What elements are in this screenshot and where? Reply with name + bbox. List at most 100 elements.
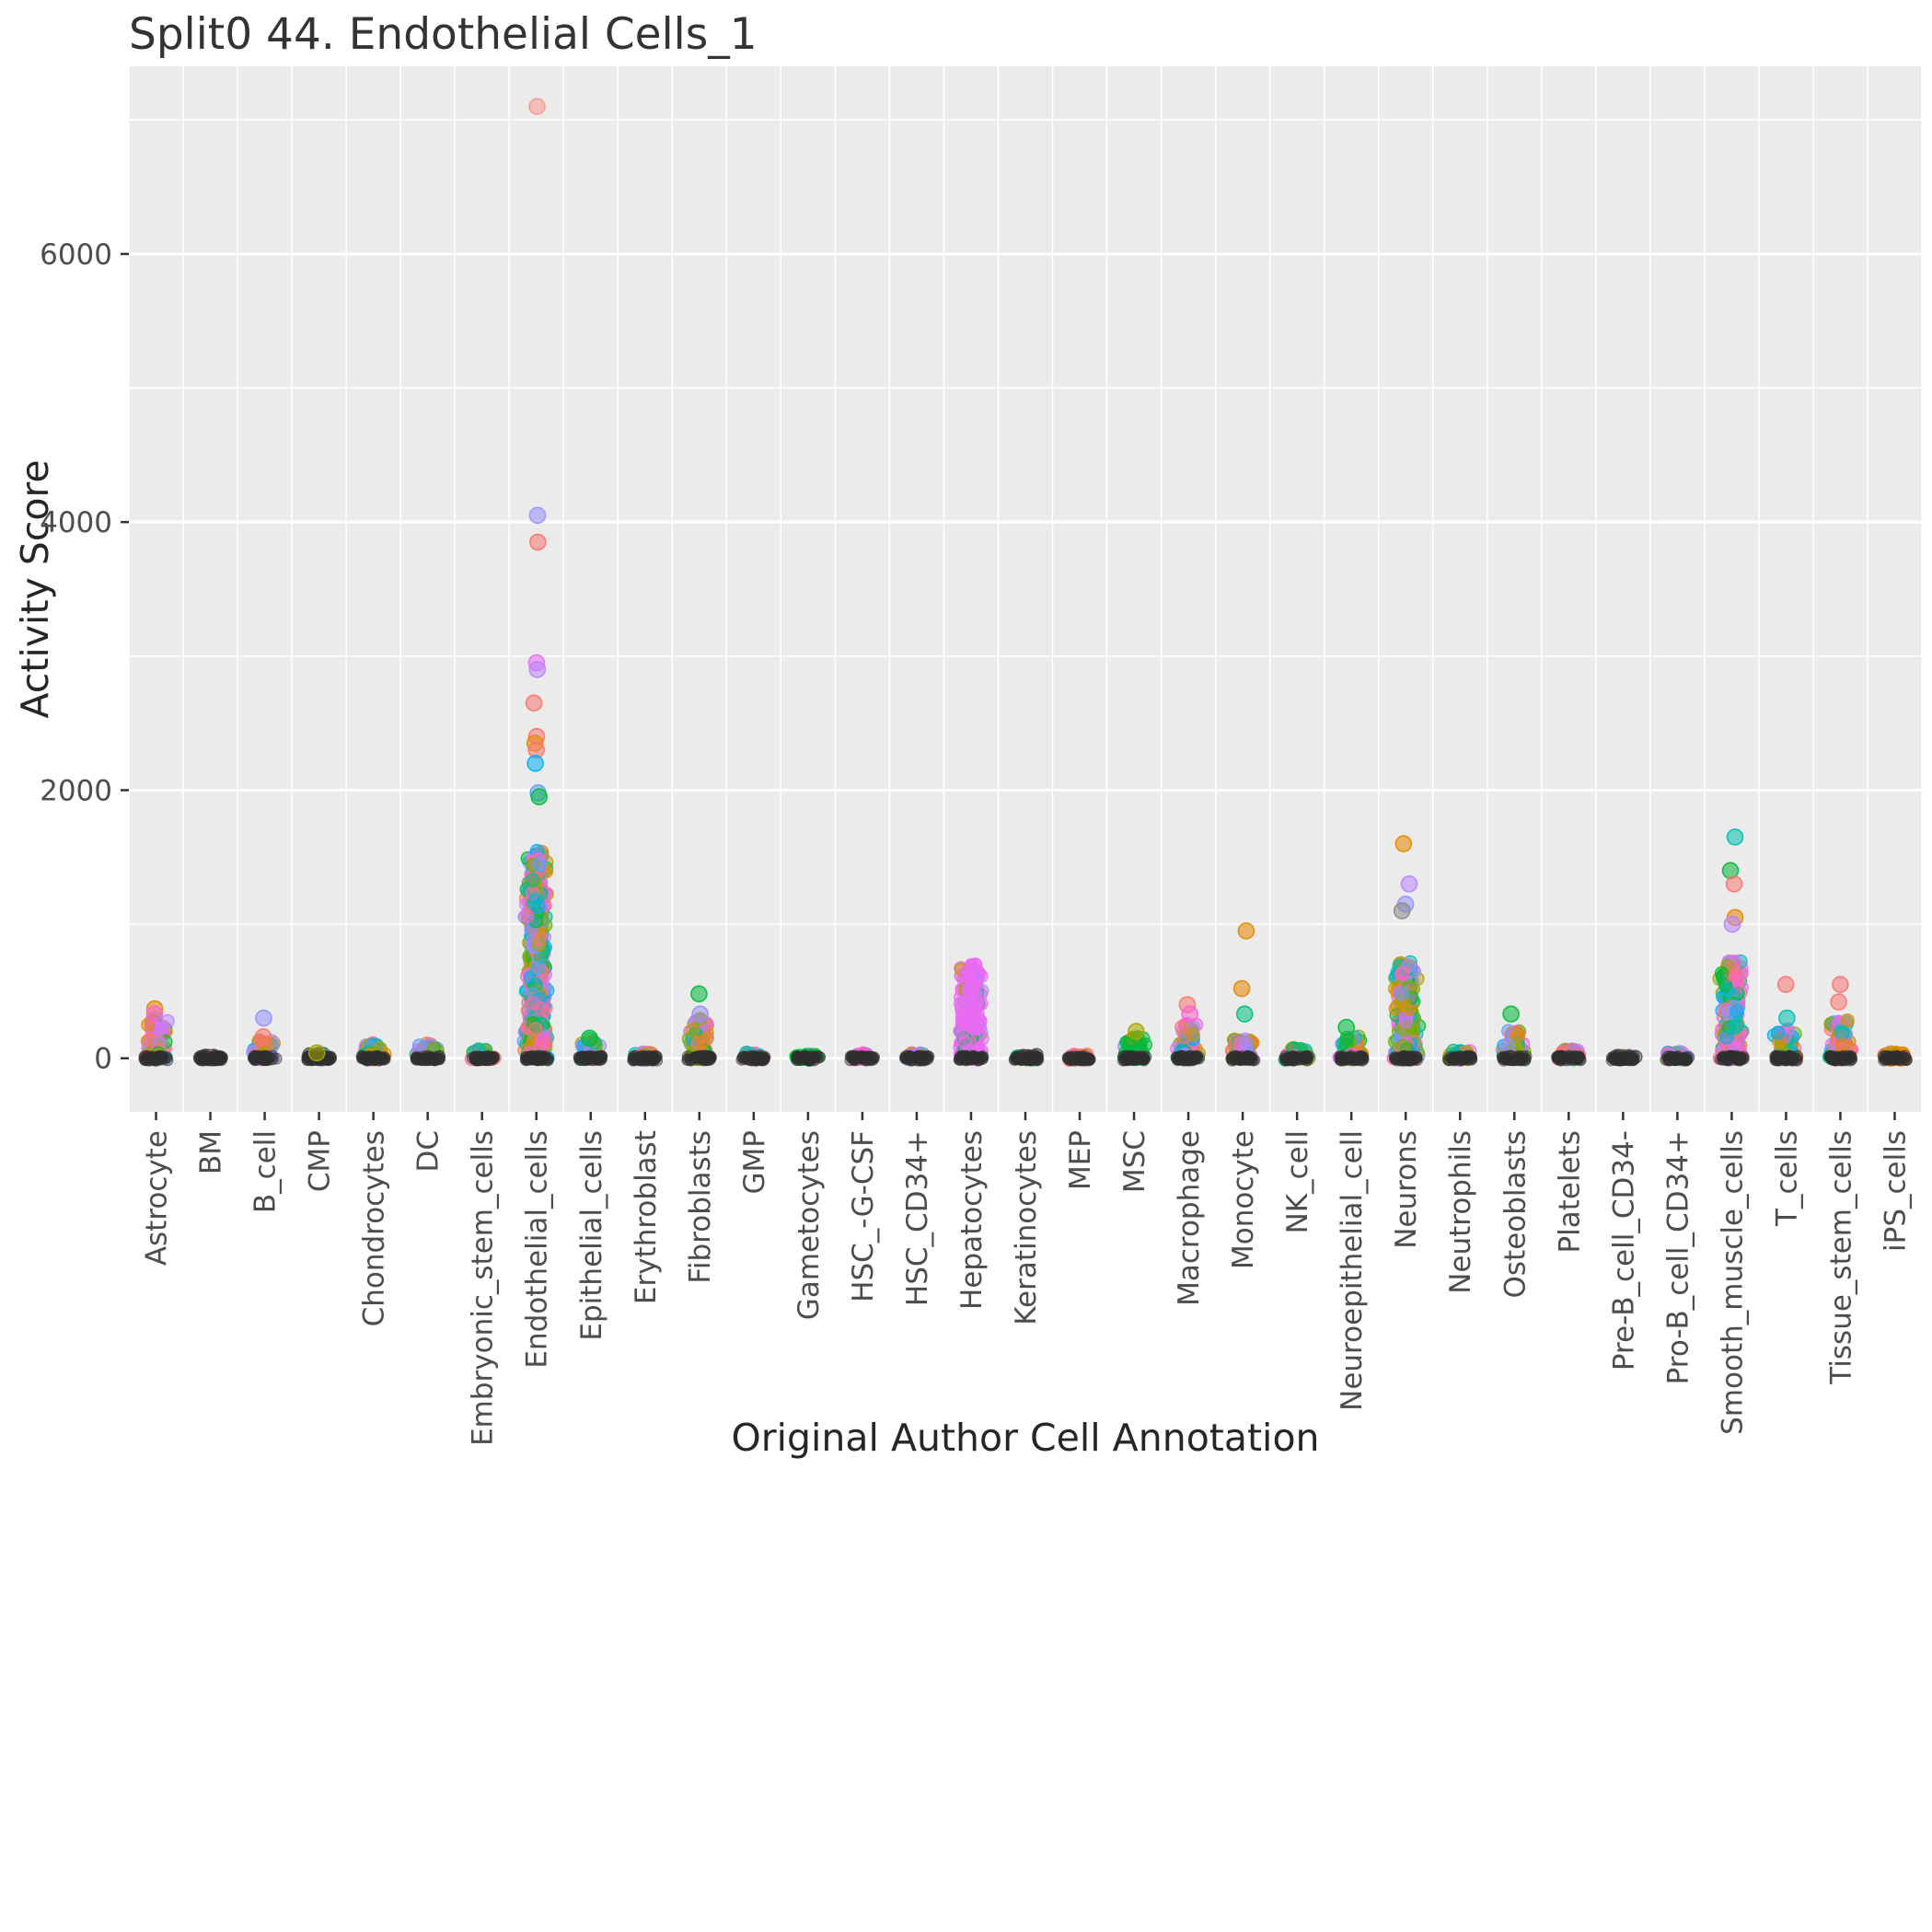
data-point-zero [1027, 1052, 1040, 1065]
data-point-outlier [691, 1005, 710, 1023]
data-point-zero [1625, 1052, 1637, 1065]
data-point-zero [1519, 1054, 1532, 1067]
data-point-outlier [528, 533, 547, 551]
gridlines-minor [129, 119, 1922, 925]
data-point-outlier [690, 985, 708, 1003]
data-point-outlier [528, 506, 547, 525]
strip-points [355, 1035, 392, 1067]
data-point [530, 960, 546, 976]
data-point-zero [1082, 1053, 1095, 1066]
data-point-zero [695, 1050, 708, 1063]
data-point-zero [1279, 1054, 1292, 1067]
data-point-outlier [1393, 902, 1411, 920]
x-axis-label: Original Author Cell Annotation [731, 1416, 1320, 1460]
data-point-zero [151, 1052, 164, 1065]
data-point-zero [1389, 1052, 1402, 1065]
data-point-zero [1011, 1050, 1024, 1063]
strip-points [246, 1009, 283, 1067]
data-point [528, 892, 543, 908]
data-point-outlier [526, 754, 544, 772]
data-point-zero [1608, 1053, 1621, 1066]
strip-points [789, 1047, 827, 1067]
strip-points [1061, 1047, 1096, 1068]
data-point-zero [1177, 1054, 1190, 1067]
data-point [528, 1022, 543, 1036]
data-point [1398, 1014, 1414, 1029]
data-point-outlier [255, 1009, 272, 1027]
gridlines-x [128, 66, 1923, 1112]
data-point-zero [411, 1051, 423, 1064]
data-point-outlier [1337, 1018, 1355, 1036]
data-point-zero [629, 1052, 641, 1065]
data-point-outlier [1235, 1005, 1254, 1023]
data-point-zero [525, 1051, 538, 1063]
data-point-zero [1410, 1051, 1423, 1063]
data-point-zero [1400, 1050, 1413, 1063]
data-point [526, 873, 540, 887]
data-point-zero [955, 1050, 968, 1063]
y-tick-label: 2000 [40, 774, 112, 807]
data-point-zero [373, 1051, 386, 1064]
strip-points [138, 1000, 175, 1067]
data-point-zero [791, 1050, 804, 1063]
data-point-zero [1236, 1053, 1249, 1065]
plot-panel [129, 66, 1922, 1112]
chart-title: Split0 44. Endothelial Cells_1 [129, 9, 758, 60]
data-point-outlier [145, 1005, 164, 1023]
data-point-zero [898, 1052, 911, 1065]
data-point-outlier [530, 788, 549, 806]
data-point-zero [1553, 1051, 1566, 1063]
strip-points [953, 957, 989, 1067]
data-point-zero [433, 1053, 445, 1066]
data-point [153, 1021, 168, 1036]
data-point [533, 1001, 549, 1016]
data-point-zero [209, 1051, 222, 1064]
data-point [532, 857, 547, 872]
data-point-outlier [528, 661, 547, 678]
strip-points [1605, 1048, 1643, 1067]
strip-points [1441, 1043, 1478, 1068]
strip-points [301, 1044, 337, 1067]
data-point-zero [594, 1054, 606, 1067]
data-point-zero [1062, 1052, 1075, 1064]
points-layer [138, 98, 1913, 1068]
data-point [1395, 966, 1410, 980]
data-point-outlier [1400, 875, 1418, 893]
data-point-outlier [1394, 835, 1413, 853]
data-point-zero [575, 1053, 588, 1065]
data-point-zero [755, 1052, 768, 1065]
y-tick-label: 4000 [40, 506, 112, 539]
data-point-zero [1500, 1052, 1513, 1065]
data-point [411, 1038, 427, 1053]
data-point [535, 1033, 550, 1048]
data-point [960, 1004, 975, 1020]
data-point-outlier [1237, 922, 1255, 940]
data-point [1500, 1037, 1516, 1053]
data-point-zero [322, 1054, 334, 1067]
data-point-zero [1225, 1051, 1238, 1064]
data-point [519, 908, 534, 923]
strip-points [409, 1036, 446, 1067]
data-point-outlier [528, 98, 546, 115]
data-point-outlier [307, 1044, 326, 1062]
data-point-zero [1340, 1052, 1353, 1065]
data-point-zero [1135, 1052, 1147, 1065]
strip-points [1008, 1047, 1045, 1067]
data-point [685, 1023, 700, 1038]
data-point [1510, 1026, 1526, 1042]
data-point-zero [260, 1052, 273, 1065]
data-point-zero [421, 1053, 434, 1066]
data-point-outlier [525, 694, 543, 712]
data-point [961, 968, 977, 983]
data-point-zero [1293, 1052, 1306, 1065]
data-point [967, 1020, 982, 1035]
data-point [695, 1034, 711, 1049]
data-point-zero [851, 1051, 864, 1064]
data-point-zero [1453, 1050, 1466, 1063]
data-point [1186, 1027, 1200, 1042]
data-point-zero [1673, 1053, 1686, 1066]
data-point [968, 987, 984, 1002]
data-point-zero [139, 1054, 151, 1067]
